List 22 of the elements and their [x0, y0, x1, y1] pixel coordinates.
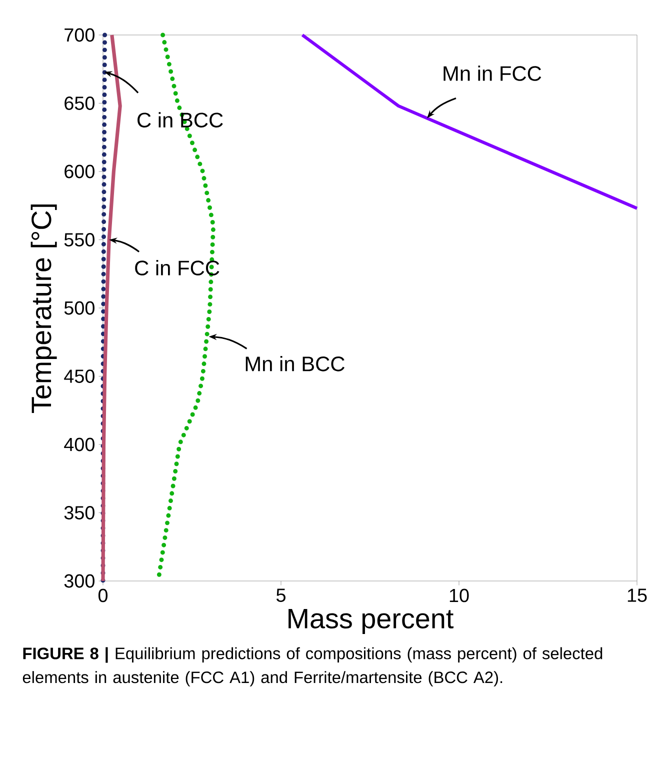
annotation: C in FCC: [135, 260, 220, 276]
x-tick-label: 5: [276, 588, 286, 602]
y-tick-label: 350: [64, 506, 94, 520]
y-tick-label: 600: [64, 164, 94, 178]
line-series: [100, 32, 108, 584]
y-axis-title: Temperature [°C]: [30, 204, 57, 413]
y-tick-label: 700: [64, 28, 94, 42]
annotation: C in BCC: [138, 112, 223, 128]
x-tick-label: 10: [450, 588, 469, 602]
annotation: Mn in BCC: [246, 356, 344, 372]
y-tick-label: 300: [64, 574, 94, 588]
y-tick-label: 450: [64, 370, 94, 383]
y-tick-label: 650: [64, 96, 94, 110]
text: FIGURE 8 | Equilibrium predictions of compositions (mass percent) of selected elements in austenite (FCC A1) and Ferrite/martensite (BCC A2).: [22, 647, 602, 686]
x-tick-label: 0: [98, 588, 108, 602]
annotation: Mn in FCC: [444, 66, 542, 81]
x-tick-label: 15: [628, 588, 647, 602]
y-tick-label: 400: [64, 438, 94, 452]
line-series: [101, 33, 122, 583]
y-tick-label: 550: [64, 233, 94, 246]
y-tick-label: 500: [64, 301, 94, 315]
x-axis-title: Mass percent: [288, 609, 454, 634]
